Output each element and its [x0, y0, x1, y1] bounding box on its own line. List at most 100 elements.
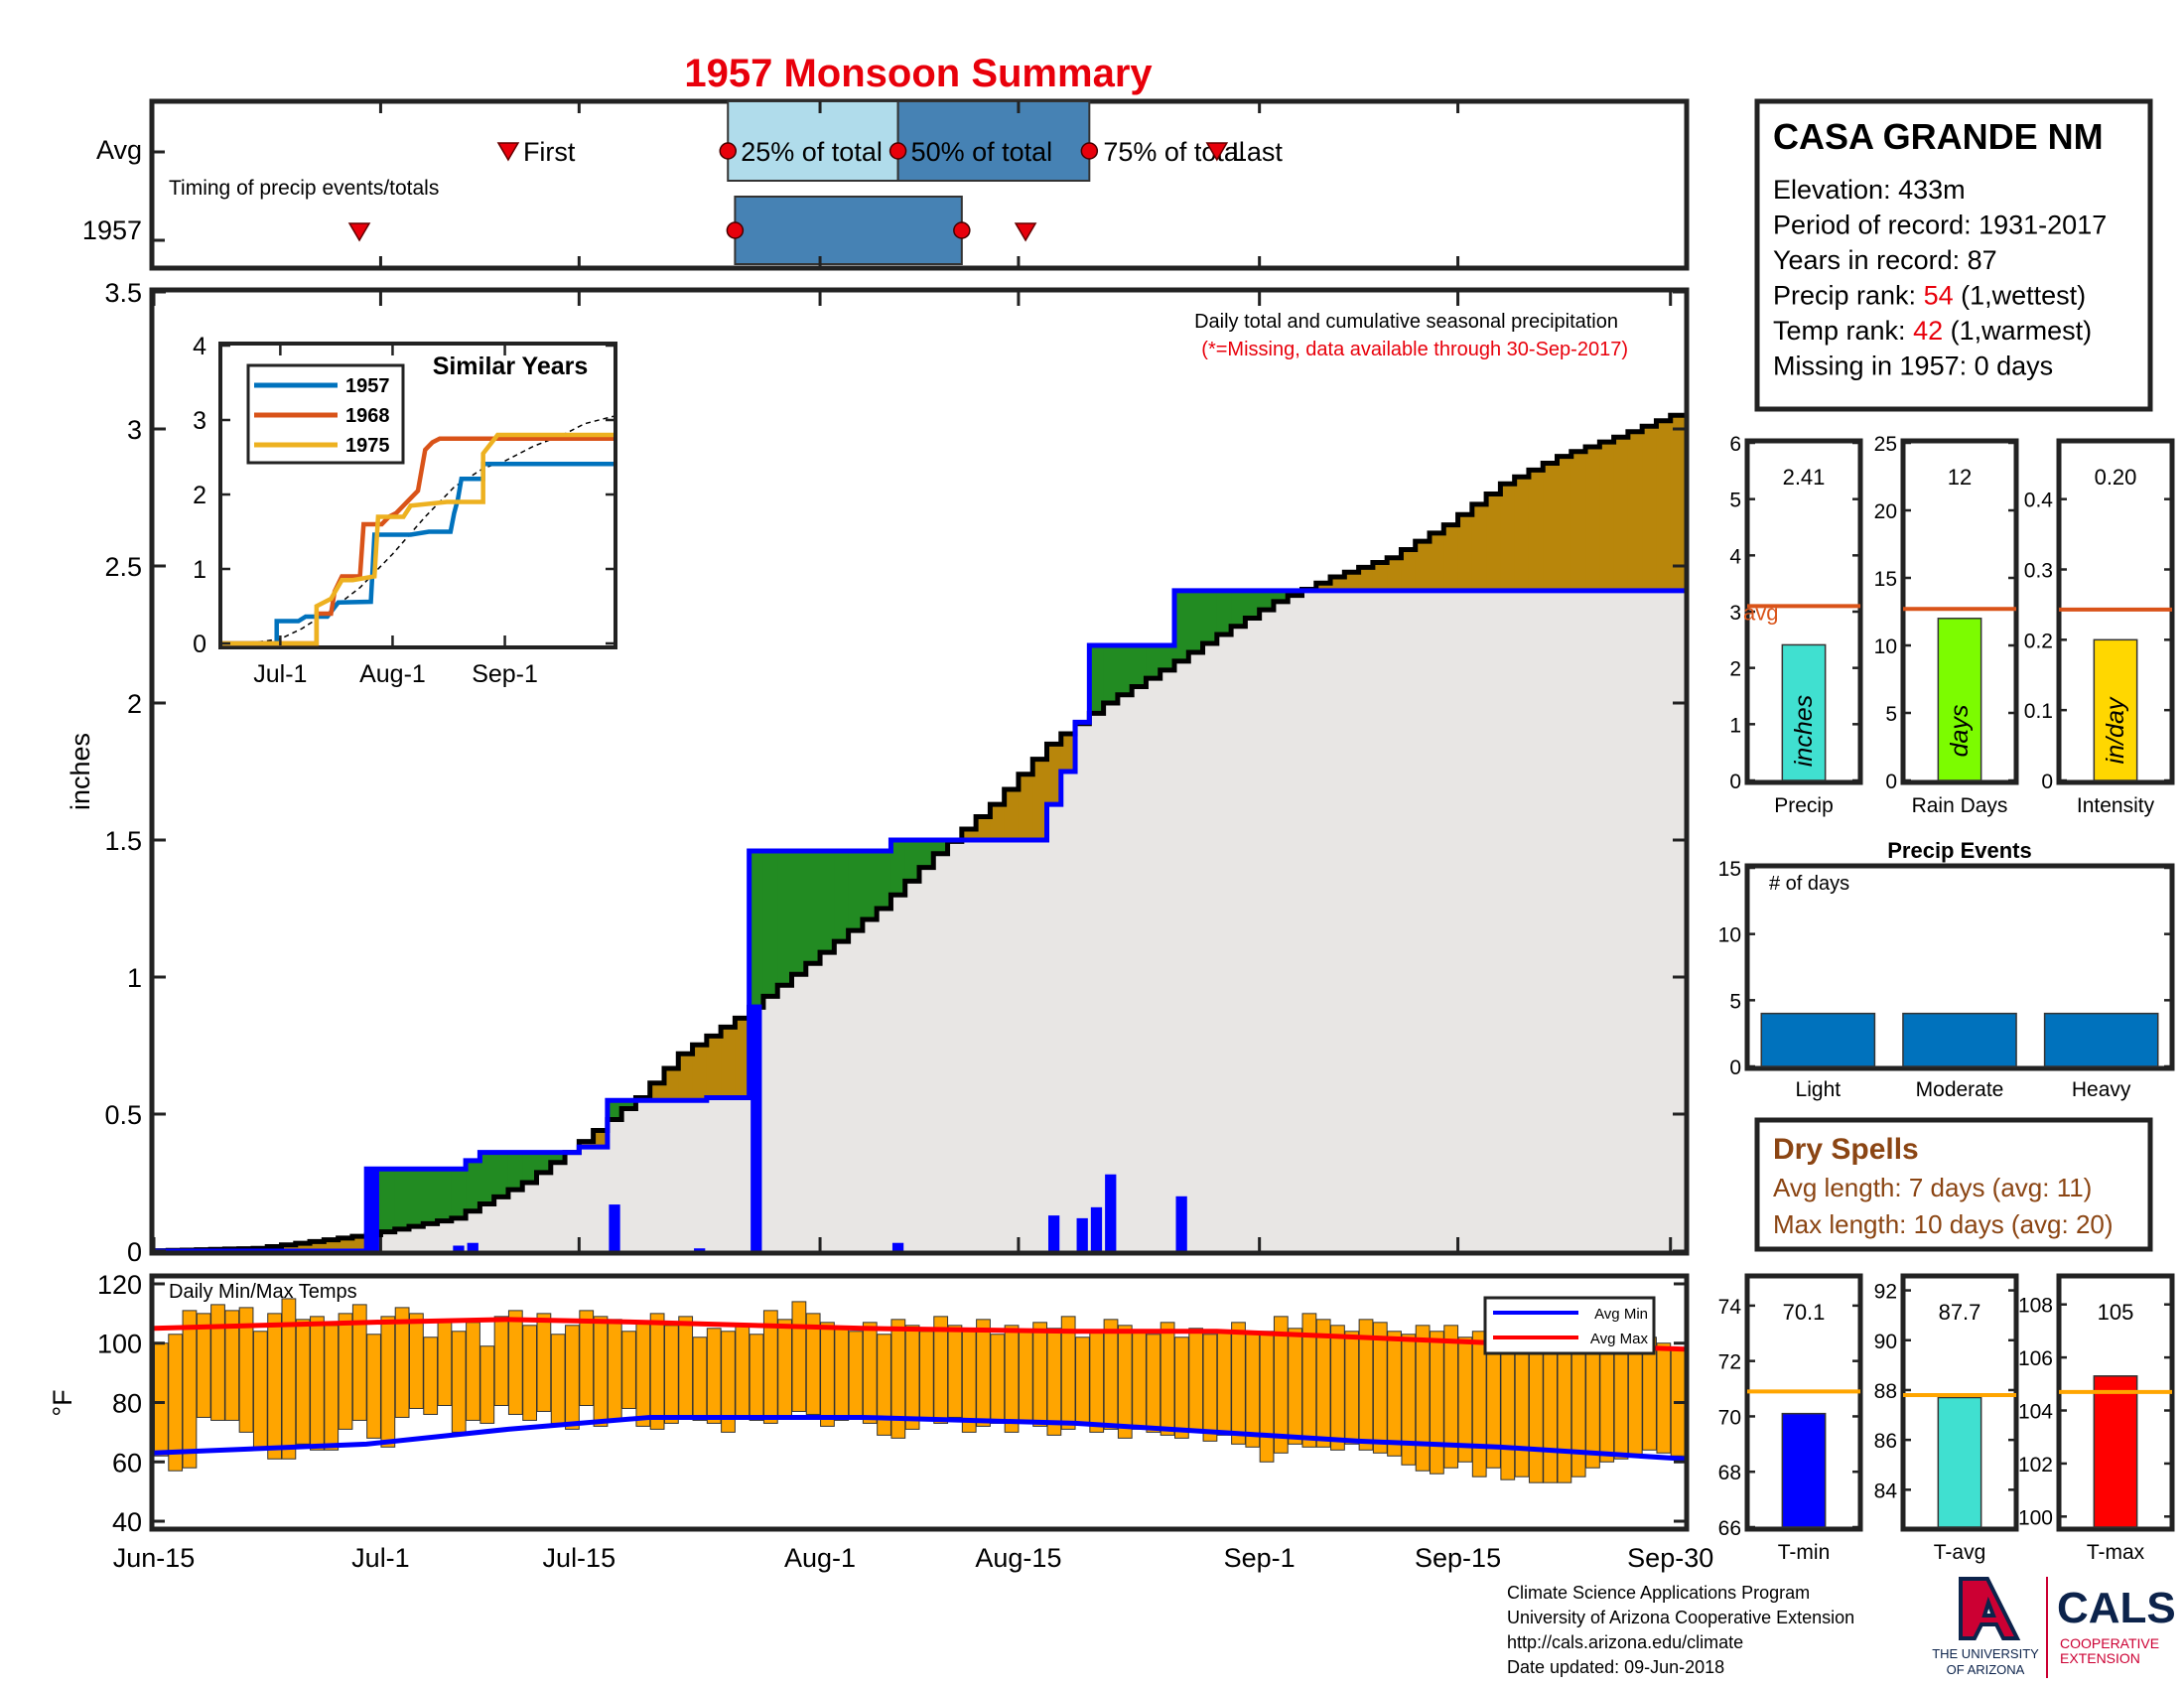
bar-panel-ytick-label: 90	[1874, 1331, 1897, 1353]
events-bar	[1760, 1012, 1876, 1067]
timing-avg-box-late	[896, 100, 1091, 182]
temp-daily-bar	[1146, 1334, 1161, 1433]
temp-daily-bar	[1004, 1325, 1020, 1433]
inset-ytick-label: 4	[193, 333, 206, 360]
precip-below-avg-fill	[1046, 744, 1062, 805]
bar-panel-bar	[1781, 1412, 1827, 1528]
precip-ytick-label: 3	[127, 415, 142, 445]
station-info-line: Years in record: 87	[1773, 245, 1997, 275]
bar-panel-ytick-label: 5	[1729, 490, 1741, 512]
footer-line-1: Climate Science Applications Program	[1507, 1583, 1810, 1603]
temp-daily-bar	[749, 1334, 764, 1421]
bar-panel-ytick-label: 86	[1874, 1430, 1897, 1453]
temp-label: Daily Min/Max Temps	[169, 1281, 357, 1303]
precip-avg-cumulative-line	[151, 412, 1685, 1254]
bar-panel-tmin: 66 68 70 72 74 70.1 T-min	[1718, 1273, 1863, 1564]
precip-above-avg-fill	[848, 851, 864, 931]
precip-below-avg-fill	[579, 1141, 595, 1148]
inset-series-1957	[222, 462, 614, 646]
precip-ytick-label: 1	[127, 963, 142, 993]
summary-bar-panels: 01234562.41Precipinchesavg051015202512Ra…	[1718, 433, 2175, 1564]
precip-above-avg-fill	[451, 1169, 467, 1218]
precip-below-avg-fill	[1613, 437, 1629, 591]
timing-1957-first-marker	[347, 222, 371, 242]
precip-base-fill	[154, 590, 1685, 1251]
precip-below-avg-fill	[1670, 415, 1686, 591]
temp-daily-bar	[791, 1301, 807, 1412]
inset-series-1968	[222, 436, 614, 646]
precip-above-avg-fill	[466, 1160, 480, 1211]
temp-daily-bar	[1315, 1319, 1331, 1448]
timing-75-label: 75% of total	[1103, 137, 1245, 167]
precip-daily-bar	[367, 1169, 379, 1251]
temp-daily-bar	[1500, 1339, 1516, 1480]
precip-above-avg-fill	[1188, 590, 1204, 652]
temp-daily-bar	[1570, 1348, 1586, 1477]
precip-above-avg-fill	[791, 851, 807, 975]
temp-daily-bar	[338, 1313, 353, 1430]
events-ytick-label: 10	[1718, 924, 1741, 947]
precip-ytick-label: 2.5	[104, 552, 142, 582]
temperature-panel: 40 60 80 100 120 Daily Min/Max Temps °F Avg …	[48, 1270, 1690, 1537]
bar-panel-ytick-label: 84	[1874, 1479, 1898, 1502]
temp-daily-bar	[678, 1316, 694, 1418]
station-info-line: Precip rank: 54 (1,wettest)	[1773, 281, 2086, 311]
temp-daily-bar	[834, 1328, 850, 1421]
temp-daily-bar	[366, 1334, 381, 1439]
bar-panel-ytick-label: 88	[1874, 1380, 1897, 1403]
inset-legend-label: 1975	[345, 435, 390, 457]
precip-below-avg-fill	[295, 1243, 311, 1251]
temp-daily-bar	[805, 1313, 821, 1415]
university-of-arizona-logo[interactable]: THE UNIVERSITY OF ARIZONA	[1932, 1577, 2039, 1677]
precip-ytick-label: 0.5	[104, 1100, 142, 1130]
temp-ytick-label: 60	[112, 1448, 142, 1477]
temp-daily-bar	[437, 1319, 453, 1406]
temp-daily-bar	[196, 1313, 211, 1418]
precip-below-avg-fill	[1457, 514, 1473, 591]
arizona-a-icon	[1959, 1577, 2021, 1640]
precip-below-avg-fill	[351, 1236, 367, 1251]
station-info-prefix: Temp rank:	[1773, 316, 1913, 346]
temp-daily-bar	[1613, 1339, 1629, 1460]
date-axis-label: Jun-15	[113, 1543, 196, 1573]
temp-daily-bar	[1387, 1331, 1402, 1457]
station-info-suffix: (1,warmest)	[1943, 316, 2092, 346]
precip-below-avg-fill	[1330, 577, 1345, 591]
bar-panel-ytick-label: 70	[1718, 1406, 1741, 1429]
precip-below-avg-fill	[1514, 477, 1530, 591]
inset-xtick-label: Jul-1	[253, 660, 307, 688]
cals-logo-sub2: EXTENSION	[2060, 1650, 2140, 1666]
temp-daily-bar	[324, 1325, 340, 1451]
precip-below-avg-fill	[678, 1054, 694, 1101]
footer: Climate Science Applications Program Uni…	[1507, 1577, 2176, 1678]
precip-below-avg-fill	[1471, 503, 1487, 591]
bar-panel-intensity: 0 0.1 0.2 0.3 0.4 0.20 Intensity in/day	[2024, 438, 2175, 817]
precip-below-avg-fill	[1443, 524, 1459, 591]
temp-daily-bar	[1046, 1328, 1062, 1436]
events-ytick-label: 5	[1729, 990, 1741, 1013]
precip-below-avg-fill	[1627, 431, 1643, 591]
cals-logo[interactable]: CALS COOPERATIVE EXTENSION	[2057, 1584, 2176, 1666]
temp-daily-bar	[1585, 1342, 1600, 1469]
temp-daily-bar	[820, 1322, 835, 1427]
temp-legend-label: Avg Max	[1590, 1331, 1649, 1347]
bar-panel-ytick-label: 0.3	[2024, 560, 2053, 583]
precip-below-avg-fill	[1387, 557, 1403, 591]
temp-daily-bar	[877, 1334, 891, 1436]
temp-ytick-label: 100	[97, 1330, 142, 1359]
precip-below-avg-fill	[281, 1244, 297, 1251]
precip-above-avg-fill	[621, 1100, 637, 1109]
bar-panel-value: 0.20	[2095, 465, 2137, 490]
temp-daily-bar	[1330, 1325, 1345, 1451]
precip-header: Daily total and cumulative seasonal prec…	[1194, 311, 1618, 333]
station-frame	[1754, 98, 2153, 412]
precip-daily-bar	[1048, 1215, 1060, 1251]
temp-daily-bar	[409, 1313, 424, 1409]
temp-daily-bar	[550, 1334, 566, 1424]
temp-daily-bar	[1372, 1322, 1388, 1454]
temp-daily-bar	[267, 1313, 283, 1460]
temp-daily-bar	[706, 1328, 722, 1424]
precip-below-avg-fill	[1358, 567, 1374, 591]
bar-panel-ytick-label: 104	[2018, 1401, 2053, 1424]
